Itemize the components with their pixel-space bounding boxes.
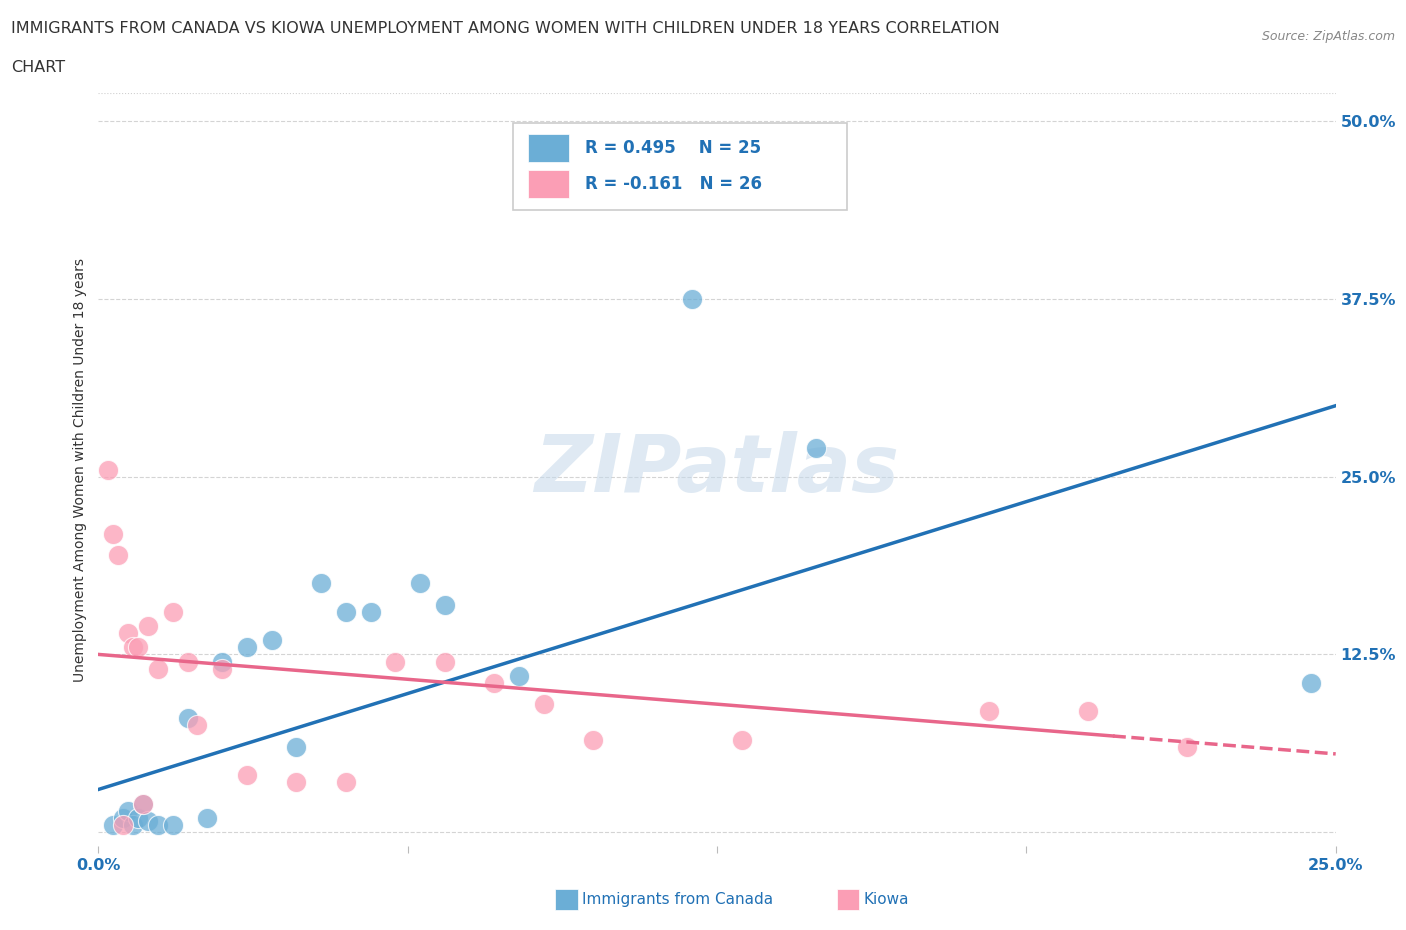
Point [146,661,169,676]
Text: CHART: CHART [11,60,65,75]
Point [211,654,233,669]
Point [103,817,125,832]
Point [117,626,139,641]
Point [127,640,149,655]
Point [433,654,456,669]
Point [804,441,827,456]
Point [309,576,332,591]
Point [132,796,155,811]
Text: Immigrants from Canada: Immigrants from Canada [582,892,773,907]
Point [112,817,135,832]
Point [236,768,259,783]
Point [484,675,506,690]
Point [508,669,530,684]
Point [211,661,233,676]
Text: Kiowa: Kiowa [863,892,908,907]
Point [533,178,555,193]
Bar [527,134,568,163]
Point [127,810,149,825]
Point [979,704,1001,719]
Point [260,632,283,647]
Point [335,604,357,619]
Point [117,804,139,818]
Point [146,817,169,832]
Point [384,654,406,669]
Point [731,732,754,747]
Point [285,775,308,790]
Point [285,739,308,754]
Point [582,732,605,747]
Point [681,292,703,307]
Point [1175,739,1198,754]
Point [1077,704,1099,719]
Point [1299,675,1322,690]
Point [176,654,198,669]
Point [103,526,125,541]
Point [162,817,184,832]
Point [360,604,382,619]
Bar [527,170,568,198]
Point [122,640,145,655]
Point [107,548,129,563]
Point [236,640,259,655]
Point [409,576,432,591]
Point [122,817,145,832]
Point [176,711,198,725]
Text: Source: ZipAtlas.com: Source: ZipAtlas.com [1261,30,1395,43]
Point [136,813,159,828]
Point [433,597,456,612]
Text: ZIPatlas: ZIPatlas [534,431,900,509]
Point [533,697,555,711]
Text: IMMIGRANTS FROM CANADA VS KIOWA UNEMPLOYMENT AMONG WOMEN WITH CHILDREN UNDER 18 : IMMIGRANTS FROM CANADA VS KIOWA UNEMPLOY… [11,21,1000,36]
Text: R = 0.495    N = 25: R = 0.495 N = 25 [585,139,761,157]
Y-axis label: Unemployment Among Women with Children Under 18 years: Unemployment Among Women with Children U… [73,258,87,682]
Point [335,775,357,790]
Point [132,796,155,811]
Point [97,462,120,477]
Point [186,718,208,733]
Bar [513,123,846,210]
Point [195,810,218,825]
Point [162,604,184,619]
Point [136,618,159,633]
Text: R = -0.161   N = 26: R = -0.161 N = 26 [585,175,762,193]
Point [112,810,135,825]
